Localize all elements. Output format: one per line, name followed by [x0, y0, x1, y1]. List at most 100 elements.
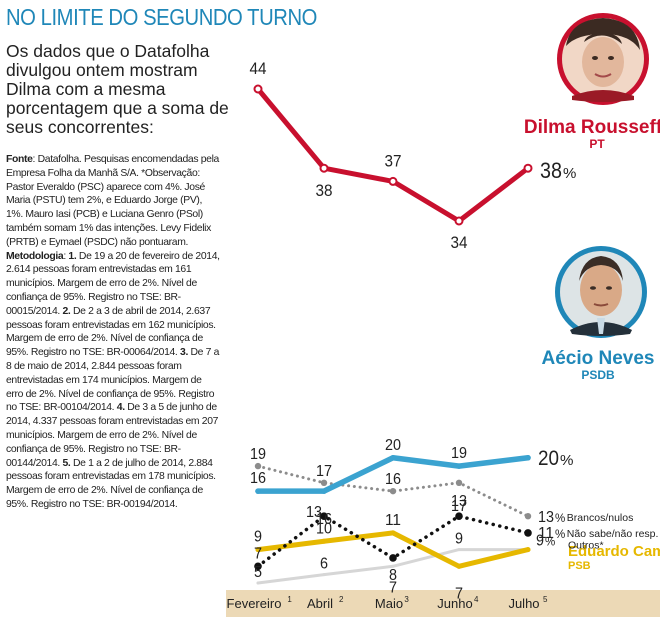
- brancos-nulos-end-value-label: 13: [538, 509, 554, 526]
- aecio-neves-point: [525, 455, 531, 461]
- brancos-nulos-value-label: 17: [316, 463, 332, 480]
- brancos-nulos-point: [524, 513, 532, 520]
- x-tick-footnote: 1: [287, 595, 292, 604]
- dilma-party-label: PT: [589, 137, 605, 151]
- page-title: NO LIMITE DO SEGUNDO TURNO: [6, 4, 317, 30]
- nao-sabe-value-label: 7: [254, 545, 262, 562]
- dilma-portrait: [557, 13, 649, 105]
- dilma-value-label: 34: [451, 233, 468, 252]
- brancos-nulos-point: [389, 487, 397, 495]
- m3-num: 3.: [180, 347, 188, 359]
- nao-sabe-nao-resp-point: [524, 529, 532, 537]
- dilma-name-label: Dilma Rousseff: [524, 117, 660, 138]
- x-tick-label: Fevereiro: [227, 596, 282, 611]
- m1-text: De 19 a 20 de fevereiro de 2014, 2.614 p…: [6, 250, 220, 317]
- nao-sabe-nao-resp-point: [389, 554, 397, 562]
- x-tick-label: Junho: [437, 596, 472, 611]
- dilma-value-label: 38: [540, 158, 562, 183]
- nao-sabe-percent-sign: %: [555, 529, 565, 541]
- aecio-neves-point: [255, 488, 261, 494]
- eduardo-campos-point: [390, 530, 396, 536]
- outros-series-label: Outros*: [568, 540, 604, 552]
- methodology-notes: Fonte: Datafolha. Pesquisas encomendadas…: [6, 154, 220, 510]
- aecio-percent-sign: %: [560, 452, 573, 469]
- dilma-value-label: 37: [385, 151, 402, 170]
- m4-text: De 3 a 5 de junho de 2014, 4.337 pessoas…: [6, 402, 219, 469]
- brancos-nulos-point: [320, 479, 328, 486]
- m2-num: 2.: [62, 305, 71, 317]
- x-tick-footnote: 4: [474, 595, 479, 604]
- outros-point: [391, 564, 395, 568]
- brancos-nulos-point: [455, 479, 463, 486]
- outros-value-label: 9: [455, 531, 463, 548]
- nao-sabe-series-label: Não sabe/não resp.: [567, 528, 659, 540]
- aecio-end-value-label: 20: [538, 447, 559, 470]
- outros-percent-sign: %: [545, 537, 555, 549]
- campos-value-label: 10: [316, 520, 332, 537]
- outros-point: [457, 548, 461, 552]
- brancos-nulos-line: [256, 464, 530, 518]
- aecio-portrait: [555, 246, 647, 338]
- dilma-rousseff-point: [523, 163, 533, 173]
- x-tick-label: Julho: [508, 596, 539, 611]
- aecio-value-label: 16: [316, 511, 332, 528]
- m3-text: De 7 a 8 de maio de 2014, 2.844 pessoas …: [6, 347, 220, 414]
- x-axis: Fevereiro 1 Abril 2 Maio 3 Junho 4 Julho 5: [227, 595, 548, 611]
- nao-sabe-nao-resp-point: [254, 562, 262, 571]
- aecio-neves-point: [456, 463, 462, 469]
- lead-text: Os dados que o Datafolha divulgou ontem …: [6, 41, 229, 137]
- eduardo-campos-point: [525, 547, 531, 553]
- nao-sabe-value-label: 13: [451, 493, 467, 510]
- x-tick-footnote: 3: [404, 595, 409, 604]
- dilma-rousseff-point: [388, 176, 398, 186]
- campos-value-label: 9: [254, 529, 262, 546]
- aecio-neves-point: [390, 455, 396, 461]
- nao-sabe-nao-resp-point: [320, 512, 328, 520]
- outros-point: [256, 581, 260, 585]
- metodologia-label: Metodologia: [6, 250, 64, 262]
- dilma-rousseff-point: [253, 84, 263, 94]
- brancos-nulos-value-label: 16: [385, 471, 401, 488]
- aecio-value-label: 16: [250, 470, 266, 487]
- aecio-value-label: 20: [385, 437, 401, 454]
- brancos-nulos-series-label: Brancos/nulos: [567, 512, 634, 524]
- dilma-rousseff-point: [319, 163, 329, 173]
- nao-sabe-nao-resp-point: [455, 512, 463, 520]
- outros-point: [322, 573, 326, 577]
- dilma-value-label: 44: [250, 59, 267, 78]
- campos-value-label: 7: [455, 585, 463, 602]
- dilma-value-label: 38: [316, 181, 333, 200]
- aecio-name-label: Aécio Neves: [541, 348, 654, 369]
- outros-value-label: 6: [320, 556, 328, 573]
- fonte-label: Fonte: [6, 154, 33, 165]
- campos-party-label: PSB: [568, 560, 591, 572]
- nao-sabe-value-label: 8: [389, 567, 397, 584]
- dilma-percent-sign: %: [563, 165, 576, 182]
- x-axis-band: [226, 590, 660, 617]
- outros-value-label: 5: [254, 564, 262, 581]
- campos-name-label: Eduardo Campos: [568, 543, 660, 560]
- brancos-nulos-percent-sign: %: [555, 513, 565, 525]
- series-layer: [253, 84, 533, 585]
- aecio-value-label: 19: [451, 445, 467, 462]
- m1-num: 1.: [68, 250, 77, 262]
- outros-end-value-label: 9: [536, 533, 544, 550]
- x-tick-footnote: 2: [339, 595, 344, 604]
- fonte-text: : Datafolha. Pesquisas encomendadas pela…: [6, 154, 219, 248]
- outros-value-label: 7: [389, 579, 397, 596]
- brancos-nulos-value-label: 17: [451, 498, 467, 515]
- brancos-nulos-point: [254, 462, 262, 470]
- eduardo-campos-point: [255, 547, 261, 553]
- nao-sabe-value-label: 13: [306, 504, 322, 521]
- brancos-nulos-value-label: 19: [250, 446, 266, 463]
- eduardo-campos-point: [321, 538, 327, 544]
- campos-value-label: 11: [385, 512, 401, 529]
- x-tick-footnote: 5: [543, 595, 548, 604]
- m5-text: De 1 a 2 de julho de 2014, 2.884 pessoas…: [6, 457, 216, 510]
- x-tick-label: Abril: [307, 596, 333, 611]
- x-tick-label: Maio: [375, 596, 403, 611]
- aecio-neves-point: [321, 488, 327, 494]
- m4-num: 4.: [116, 402, 125, 414]
- m2-text: De 2 a 3 de abril de 2014, 2.637 pessoas…: [6, 305, 216, 359]
